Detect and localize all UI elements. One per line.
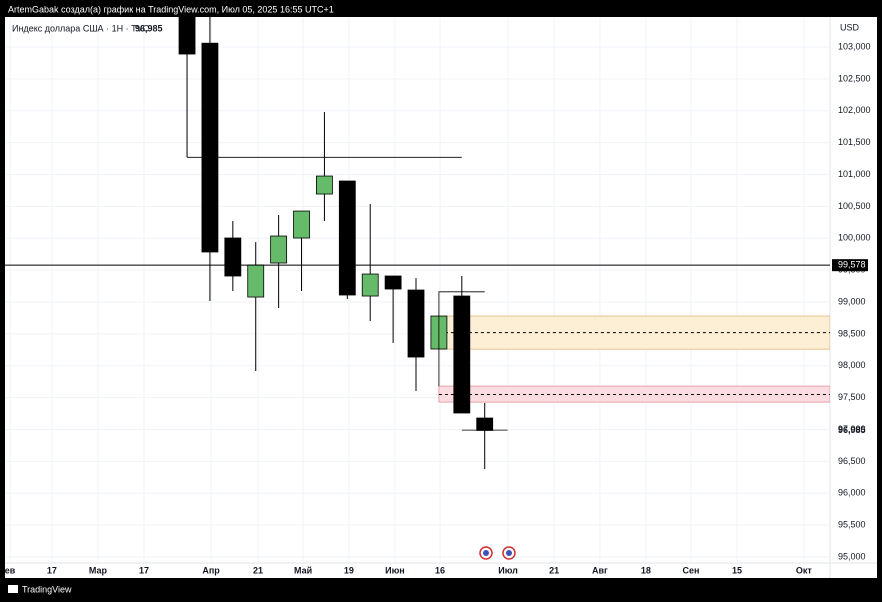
candle-body	[247, 264, 265, 298]
y-tick-label: 100,000	[838, 233, 871, 243]
y-tick-label: 95,500	[838, 520, 866, 530]
logo: TradingView	[8, 584, 72, 594]
candle-body	[338, 180, 356, 296]
y-tick-label: 97,500	[838, 392, 866, 402]
candle-body	[361, 273, 379, 297]
y-tick-label: 97,000	[838, 424, 866, 434]
y-tick-label: 98,500	[838, 328, 866, 338]
y-tick-label: 96,000	[838, 488, 866, 498]
x-tick-label: 21	[549, 565, 559, 575]
x-tick-label: 17	[47, 565, 57, 575]
drawn-line	[438, 291, 485, 387]
y-tick-label: 101,000	[838, 169, 871, 179]
candle-body	[293, 210, 310, 239]
candle-body	[201, 42, 219, 253]
x-tick-label: Окт	[796, 565, 813, 575]
event-flag	[506, 550, 512, 556]
candle-body	[224, 237, 242, 277]
x-tick-label: Май	[294, 565, 312, 575]
x-tick-label: Июн	[385, 565, 405, 575]
candle-body	[453, 295, 471, 414]
x-tick-label: Сен	[683, 565, 700, 575]
x-tick-label: ев	[5, 565, 16, 575]
event-flag	[483, 550, 489, 556]
x-tick-label: 19	[344, 565, 354, 575]
caption: ArtemGabak создал(а) график на TradingVi…	[8, 4, 334, 14]
price-label-box	[832, 259, 868, 272]
x-tick-label: Авг	[592, 565, 608, 575]
axes: 95,000 95,500 96,000 96,500 97,000 97,500 98,0…	[5, 41, 871, 575]
y-tick-label: 100,500	[838, 201, 871, 211]
last-price: 96,985	[135, 23, 163, 33]
candle-body	[178, 17, 196, 55]
x-tick-label: 18	[641, 565, 651, 575]
logo-mark	[8, 585, 18, 593]
y-tick-label: 102,000	[838, 105, 871, 115]
events	[479, 546, 516, 560]
candle-body	[407, 289, 425, 358]
x-tick-label: 16	[435, 565, 445, 575]
y-tick-label: 99,000	[838, 296, 866, 306]
y-tick-label: 102,500	[838, 73, 871, 83]
x-tick-label: Апр	[202, 565, 220, 575]
x-tick-label: 21	[253, 565, 263, 575]
candle-body	[384, 275, 402, 290]
y-tick-label: 95,000	[838, 551, 866, 561]
chart-area	[5, 17, 877, 578]
candle-body	[476, 417, 494, 431]
y-tick-label: 96,500	[838, 456, 866, 466]
x-tick-label: Июл	[498, 565, 518, 575]
plot	[5, 17, 830, 470]
x-tick-label: 15	[732, 565, 742, 575]
y-tick-label: 101,500	[838, 137, 871, 147]
unit: USD	[840, 22, 860, 32]
price-label: 96,985	[838, 425, 866, 435]
x-tick-label: 17	[139, 565, 149, 575]
x-tick-label: Мар	[89, 565, 108, 575]
chart-title: Индекс доллара США · 1Н · TVC	[12, 23, 150, 33]
candle-body	[316, 175, 333, 195]
price-label: 99,578	[838, 260, 866, 270]
candle-body	[270, 235, 288, 264]
y-tick-label: 103,000	[838, 41, 871, 51]
y-tick-label: 98,000	[838, 360, 866, 370]
footer: TradingView	[22, 584, 72, 594]
